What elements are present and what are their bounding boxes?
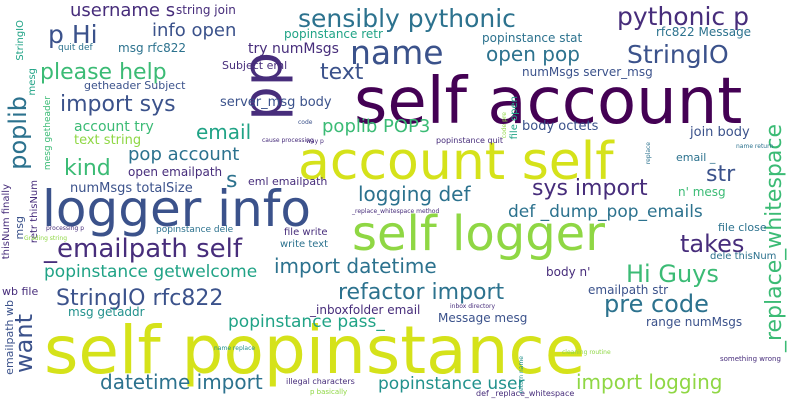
cloud-word: self account <box>354 65 743 139</box>
cloud-word: StringIO <box>15 20 26 61</box>
cloud-word: body n' <box>546 265 591 279</box>
cloud-word: email <box>196 120 252 144</box>
cloud-word: _replace_whitespace <box>762 124 787 353</box>
cloud-word: open emailpath <box>128 165 223 179</box>
cloud-word: popinstance retr <box>284 27 383 41</box>
cloud-word: Grading string <box>24 235 68 242</box>
cloud-word: sensibly pythonic <box>298 4 516 33</box>
cloud-word: _inboxfolder email <box>310 303 421 317</box>
cloud-word: _replace_whitespace method <box>352 208 440 215</box>
cloud-word: getheader Subject <box>84 79 186 92</box>
cloud-word: open pop <box>486 42 580 66</box>
cloud-word: file close <box>718 221 767 234</box>
cloud-word: file open <box>509 96 520 140</box>
cloud-word: numMsgs totalSize <box>70 181 193 196</box>
cloud-word: takes <box>680 230 745 258</box>
cloud-word: emailpath str <box>588 283 669 297</box>
cloud-word: n' mesg <box>678 185 726 199</box>
cloud-word: text string <box>74 133 142 148</box>
cloud-word: s <box>226 168 238 193</box>
cloud-word: body octets <box>522 119 599 134</box>
cloud-word: email _ <box>676 151 716 164</box>
cloud-word: code pre <box>501 112 508 139</box>
cloud-word: popinstance getwelcome <box>44 262 258 282</box>
cloud-word: pop account <box>128 144 240 165</box>
cloud-word: def _dump_pop_emails <box>508 202 703 222</box>
cloud-word: popinstance dele <box>156 225 234 235</box>
cloud-word: msg getaddr <box>68 305 145 319</box>
cloud-word: pre code <box>604 290 709 318</box>
cloud-word: import datetime <box>274 254 437 278</box>
cloud-word: _emailpath self <box>44 234 242 264</box>
cloud-word: please help <box>40 60 167 85</box>
cloud-word: Subject eml <box>222 59 288 72</box>
cloud-word: username s <box>70 0 176 21</box>
cloud-word: popinstance user <box>378 374 525 394</box>
cloud-word: Message mesg <box>438 311 528 325</box>
cloud-word: str <box>706 162 736 187</box>
cloud-word: popinstance quit <box>436 136 503 145</box>
cloud-word: datetime import <box>100 370 263 394</box>
cloud-word: def _replace_whitespace <box>476 389 575 398</box>
cloud-word: inbox directory <box>450 303 496 310</box>
cloud-word: logger info <box>42 180 311 238</box>
cloud-word: numMsgs server_msg <box>522 65 653 79</box>
cloud-word: wb file <box>2 285 39 298</box>
cloud-word: poplib POP3 <box>322 116 431 137</box>
cloud-word: Hi Guys <box>626 260 719 288</box>
cloud-word: import sys <box>60 92 176 117</box>
cloud-word: join body <box>690 125 750 140</box>
cloud-word: try numMsgs <box>248 41 339 57</box>
cloud-word: string join <box>176 3 236 17</box>
cloud-word: return name <box>518 356 525 394</box>
cloud-word: p Hi <box>48 20 98 49</box>
cloud-word: self logger <box>352 206 605 262</box>
cloud-word: mesg getheader <box>43 96 53 171</box>
cloud-word: refactor import <box>338 280 505 305</box>
cloud-word: text <box>320 60 364 85</box>
cloud-word: logging def <box>358 182 471 206</box>
cloud-word: rfc822 Message <box>656 25 752 39</box>
cloud-word: eml emailpath <box>248 175 328 188</box>
cloud-word: self popinstance <box>44 312 586 389</box>
cloud-word: account self <box>298 132 614 192</box>
cloud-word: kind <box>64 156 111 181</box>
cloud-word: p basically <box>310 388 348 396</box>
cloud-word: popinstance pass_ <box>228 312 385 332</box>
cloud-word: name return <box>736 143 774 150</box>
cloud-word: import logging <box>576 370 723 394</box>
cloud-word: thisNum finally <box>1 184 12 260</box>
cloud-word: code <box>298 119 313 126</box>
cloud-word: emailpath wb <box>3 300 16 375</box>
cloud-word: StringIO <box>627 40 729 69</box>
cloud-word: popinstance stat <box>482 31 583 45</box>
cloud-word: something wrong <box>720 355 781 363</box>
cloud-word: file write <box>284 227 328 238</box>
cloud-word: replace <box>645 142 652 165</box>
cloud-word: quit def <box>58 43 93 53</box>
cloud-word: cleaning routine <box>562 349 611 356</box>
cloud-word: dele thisNum <box>710 251 777 262</box>
cloud-word: write text <box>280 239 329 250</box>
cloud-word: poplib <box>4 96 32 170</box>
cloud-word: name <box>350 33 444 72</box>
cloud-word: msg rfc822 <box>118 41 187 55</box>
cloud-word: way p <box>306 138 324 145</box>
cloud-word: info open <box>152 20 237 41</box>
cloud-word: processing p <box>46 225 85 232</box>
cloud-word: retr thisNum <box>29 180 40 244</box>
cloud-word: range numMsgs <box>646 315 743 329</box>
cloud-word: mesg <box>27 68 38 96</box>
cloud-word: account try <box>74 119 154 135</box>
cloud-word: pythonic p <box>617 2 749 31</box>
cloud-word: cause processing <box>262 137 314 144</box>
cloud-word: server_msg body <box>220 95 332 110</box>
cloud-word: sys import <box>532 176 648 201</box>
cloud-word: name replace <box>214 345 256 352</box>
cloud-word: StringIO rfc822 <box>56 286 224 311</box>
cloud-word: illegal characters <box>286 377 355 386</box>
